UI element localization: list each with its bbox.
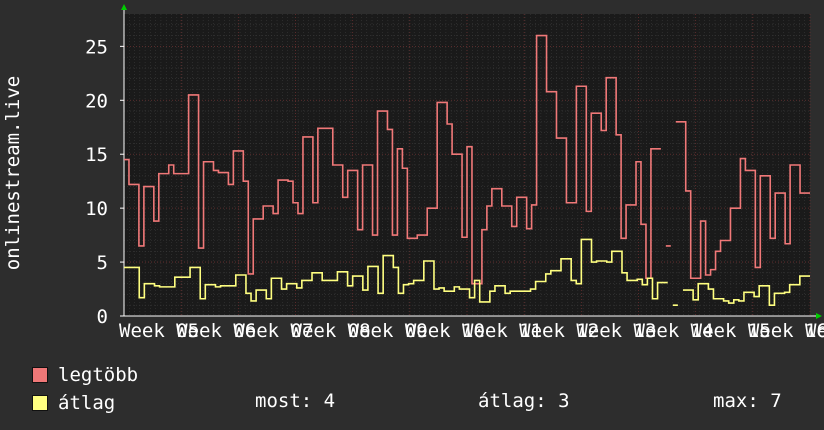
x-tick-label: Week 08 bbox=[291, 320, 371, 342]
series-line-legtobb bbox=[124, 34, 810, 285]
y-tick-label: 10 bbox=[85, 198, 108, 220]
y-tick-label: 25 bbox=[85, 36, 108, 58]
legend-swatch-atlag bbox=[32, 395, 48, 411]
x-tick-label: Week 16 bbox=[748, 320, 824, 342]
x-tick-label: Week 10 bbox=[405, 320, 485, 342]
legend-swatch-legtobb bbox=[32, 367, 48, 383]
x-tick-label: Week 17 bbox=[805, 320, 824, 342]
y-tick-label: 15 bbox=[85, 144, 108, 166]
x-tick-label: Week 06 bbox=[176, 320, 256, 342]
x-tick-label: Week 12 bbox=[519, 320, 599, 342]
stat-most: most: 4 bbox=[255, 390, 336, 412]
y-tick-label: 5 bbox=[97, 252, 108, 274]
x-tick-label: Week 14 bbox=[634, 320, 714, 342]
legend-label-legtobb: legtöbb bbox=[58, 364, 139, 386]
x-axis-arrow bbox=[816, 313, 822, 319]
series-line-atlag bbox=[124, 238, 810, 307]
x-tick-label: Week 11 bbox=[462, 320, 542, 342]
x-tick-label: Week 15 bbox=[691, 320, 771, 342]
y-tick-label: 20 bbox=[85, 90, 108, 112]
x-tick-label: Week 09 bbox=[348, 320, 428, 342]
y-axis-label: onlinestream.live bbox=[2, 76, 24, 270]
stat-max: max: 7 bbox=[713, 390, 782, 412]
legend-label-atlag: átlag bbox=[58, 392, 116, 414]
stat-atlag: átlag: 3 bbox=[478, 390, 570, 412]
x-tick-label: Week 05 bbox=[119, 320, 199, 342]
y-axis-arrow bbox=[121, 4, 127, 10]
x-tick-label: Week 13 bbox=[576, 320, 656, 342]
y-tick-label: 0 bbox=[97, 306, 108, 328]
x-tick-label: Week 07 bbox=[233, 320, 313, 342]
